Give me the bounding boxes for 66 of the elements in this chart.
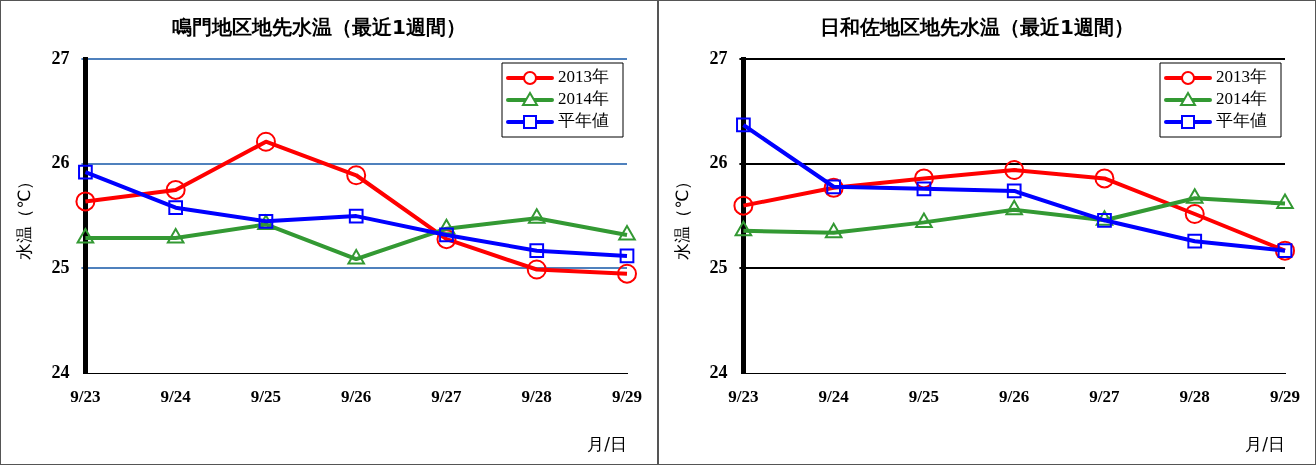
point: [165, 179, 186, 200]
point: [1094, 168, 1115, 189]
point: [76, 228, 95, 244]
point: [347, 249, 365, 265]
y-axis-title: 水温（℃）: [13, 172, 34, 260]
point: [619, 248, 635, 264]
x-tick-label: 9/25: [250, 386, 282, 406]
x-tick-label: 9/29: [611, 386, 643, 406]
point: [346, 165, 367, 186]
y-tick-label: 25: [51, 257, 70, 278]
y-tick-label: 26: [709, 152, 728, 173]
y-tick-label: 26: [51, 152, 70, 173]
point: [916, 181, 932, 197]
x-tick-label: 9/27: [1089, 386, 1121, 406]
point: [1005, 199, 1023, 216]
point: [618, 224, 636, 241]
y-tick-label: 25: [709, 257, 728, 278]
x-tick-label: 9/23: [728, 386, 759, 406]
legend-label: 2014年: [1216, 89, 1267, 109]
point: [1185, 188, 1204, 204]
y-axis-title: 水温（℃）: [671, 172, 692, 260]
x-tick-label: 9/28: [521, 386, 552, 406]
x-axis-title: 月/日: [1245, 434, 1285, 455]
y-tick-label: 24: [709, 361, 728, 382]
point: [824, 222, 843, 239]
y-tick-label: 27: [709, 47, 728, 68]
chart-title: 日和佐地区地先水温（最近1週間）: [820, 15, 1134, 40]
point: [348, 208, 364, 224]
point: [255, 131, 276, 152]
legend-label: 平年値: [558, 111, 609, 131]
y-tick-label: 27: [51, 47, 70, 68]
x-tick-label: 9/26: [999, 386, 1030, 406]
point: [529, 243, 545, 259]
x-tick-label: 9/26: [341, 386, 372, 406]
point: [617, 263, 637, 284]
point: [734, 220, 753, 237]
point: [166, 228, 185, 244]
point: [736, 117, 751, 133]
x-tick-label: 9/28: [1179, 386, 1210, 406]
legend-label: 平年値: [1216, 111, 1267, 131]
point: [436, 229, 457, 250]
x-axis-title: 月/日: [587, 434, 627, 455]
point: [75, 191, 96, 212]
chart-title: 鳴門地区地先水温（最近1週間）: [172, 15, 466, 40]
point: [526, 259, 547, 280]
point: [527, 208, 546, 224]
x-tick-label: 9/24: [818, 386, 850, 406]
point: [1187, 233, 1203, 249]
x-tick-label: 9/24: [160, 386, 192, 406]
x-tick-label: 9/29: [1269, 386, 1301, 406]
point: [1006, 183, 1022, 199]
x-tick-label: 9/27: [431, 386, 463, 406]
point: [78, 164, 93, 180]
point: [1276, 193, 1294, 210]
point: [1004, 160, 1025, 181]
x-tick-label: 9/23: [70, 386, 101, 406]
x-tick-label: 9/25: [908, 386, 940, 406]
point: [913, 168, 934, 189]
legend-label: 2013年: [1216, 67, 1267, 87]
y-tick-label: 24: [51, 361, 70, 382]
point: [168, 200, 184, 216]
legend-label: 2014年: [558, 89, 609, 109]
point: [915, 212, 933, 228]
legend-label: 2013年: [558, 67, 609, 87]
point: [733, 195, 754, 216]
point: [1184, 204, 1205, 225]
